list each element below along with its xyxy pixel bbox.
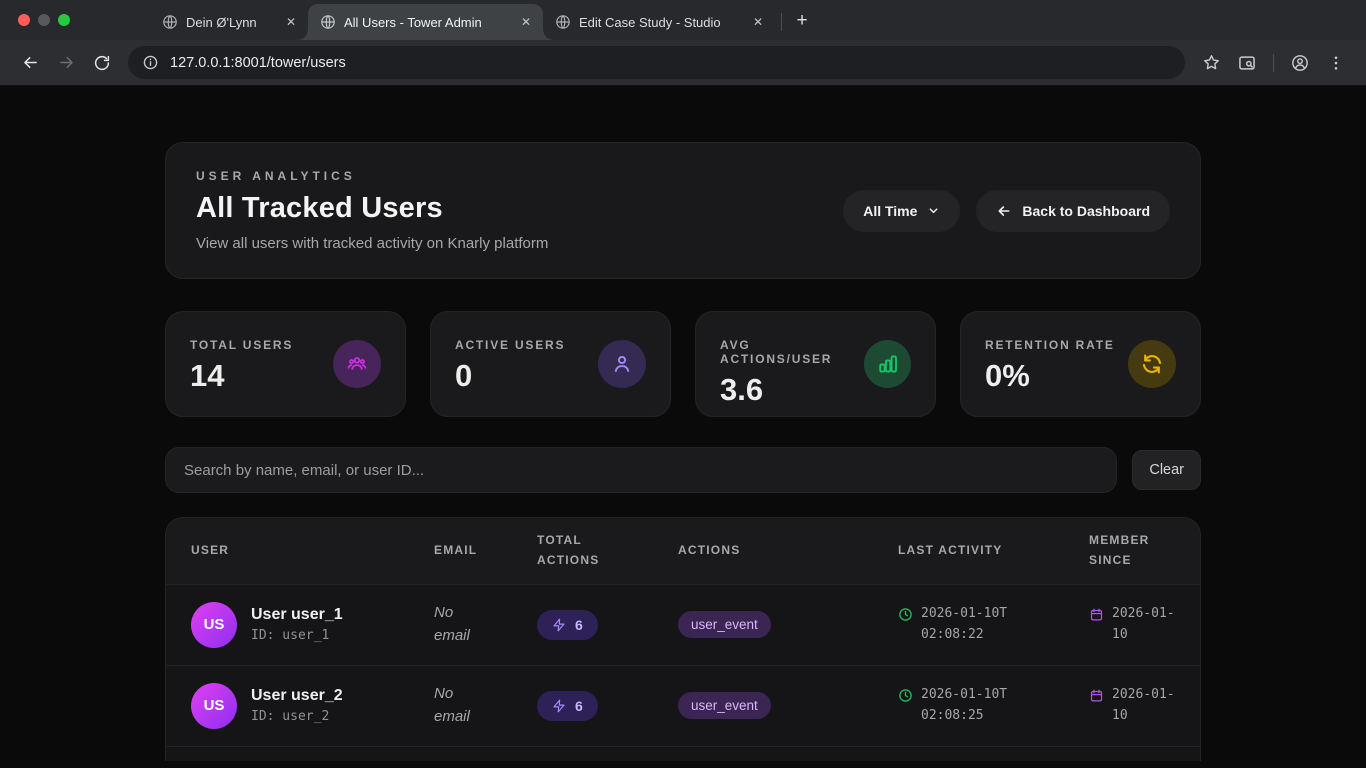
stat-label: RETENTION RATE: [985, 338, 1115, 352]
action-type-badge: user_event: [678, 611, 771, 639]
bar-chart-icon: [864, 340, 911, 388]
column-header-actions: ACTIONS: [678, 542, 741, 557]
column-header-user: USER: [191, 542, 230, 557]
tab-divider: [781, 13, 782, 31]
stat-value: 0%: [985, 358, 1030, 393]
page-subtitle: View all users with tracked activity on …: [196, 235, 549, 252]
site-info-icon[interactable]: [142, 54, 159, 71]
back-to-dashboard-button[interactable]: Back to Dashboard: [976, 189, 1170, 232]
table-row[interactable]: US User user_1 ID: user_1 No email 6: [166, 583, 1200, 665]
user-id: ID: user_1: [251, 628, 330, 644]
stat-label: ACTIVE USERS: [455, 338, 566, 352]
users-table: USER EMAIL TOTAL ACTIONS ACTIONS LAST AC…: [165, 517, 1201, 761]
stat-card-retention: RETENTION RATE 0%: [960, 311, 1201, 417]
menu-kebab-icon[interactable]: [1320, 47, 1352, 79]
back-to-dashboard-label: Back to Dashboard: [1022, 202, 1150, 219]
member-since-value: 2026-01-10: [1112, 605, 1175, 642]
url-bar[interactable]: 127.0.0.1:8001/tower/users: [128, 46, 1185, 79]
tab-close-icon[interactable]: ✕: [285, 15, 297, 29]
globe-favicon-icon: [555, 14, 571, 30]
stat-value: 3.6: [720, 372, 764, 407]
refresh-icon: [1128, 340, 1176, 388]
minimize-window-button[interactable]: [38, 14, 50, 26]
page-content: USER ANALYTICS All Tracked Users View al…: [0, 86, 1366, 768]
clear-search-button[interactable]: Clear: [1132, 450, 1201, 490]
lightning-bolt-icon: [552, 699, 566, 713]
user-icon: [598, 340, 646, 388]
browser-tab-2-active[interactable]: All Users - Tower Admin ✕: [298, 4, 553, 40]
calendar-icon: [1090, 608, 1103, 621]
search-side-panel-icon[interactable]: [1231, 47, 1263, 79]
bookmark-star-icon[interactable]: [1195, 47, 1227, 79]
tab-close-icon[interactable]: ✕: [520, 15, 532, 29]
page-header-card: USER ANALYTICS All Tracked Users View al…: [165, 142, 1201, 279]
browser-toolbar: 127.0.0.1:8001/tower/users: [0, 40, 1366, 86]
users-group-icon: [333, 340, 381, 388]
stat-label: AVG ACTIONS/USER: [720, 338, 833, 366]
stat-label: TOTAL USERS: [190, 338, 294, 352]
user-id: ID: user_2: [251, 709, 330, 725]
column-header-last-activity: LAST ACTIVITY: [898, 542, 1003, 557]
traffic-lights: [18, 14, 70, 26]
total-actions-badge: 6: [537, 609, 598, 640]
stat-card-avg-actions: AVG ACTIONS/USER 3.6: [695, 311, 936, 417]
tab-close-icon[interactable]: ✕: [752, 15, 764, 29]
page-title: All Tracked Users: [196, 192, 443, 224]
clock-icon: [899, 608, 912, 621]
browser-tab-3[interactable]: Edit Case Study - Studio ✕: [543, 4, 775, 40]
table-header-row: USER EMAIL TOTAL ACTIONS ACTIONS LAST AC…: [166, 518, 1200, 584]
column-header-total-actions: TOTAL ACTIONS: [537, 533, 600, 567]
time-filter-select[interactable]: All Time: [843, 189, 961, 232]
stats-row: TOTAL USERS 14 ACTIVE USERS 0 AVG ACTI: [165, 311, 1201, 417]
email-value: No email: [434, 604, 470, 644]
member-since-value: 2026-01-10: [1112, 686, 1175, 723]
calendar-icon: [1090, 689, 1103, 702]
new-tab-button[interactable]: +: [796, 10, 808, 31]
stat-card-total-users: TOTAL USERS 14: [165, 311, 406, 417]
profile-icon[interactable]: [1284, 47, 1316, 79]
action-type-badge: user_event: [678, 692, 771, 720]
avatar: US: [191, 601, 237, 648]
browser-tab-strip: Dein Ø'Lynn ✕ All Users - Tower Admin ✕ …: [0, 0, 1366, 40]
clock-icon: [899, 689, 912, 702]
stat-value: 14: [190, 358, 225, 393]
user-name: User user_2: [251, 687, 343, 705]
arrow-left-icon: [996, 203, 1012, 219]
globe-favicon-icon: [320, 14, 336, 30]
column-header-member-since: MEMBER SINCE: [1089, 533, 1150, 567]
column-header-email: EMAIL: [434, 542, 478, 557]
browser-tab-1[interactable]: Dein Ø'Lynn ✕: [150, 4, 308, 40]
last-activity-value: 2026-01-10T02:08:22: [921, 605, 1008, 642]
chevron-down-icon: [927, 204, 940, 217]
stat-value: 0: [455, 358, 473, 393]
tab-title: All Users - Tower Admin: [344, 14, 482, 30]
search-row: Clear: [165, 447, 1201, 493]
table-row-partial: [166, 745, 1200, 761]
user-name: User user_1: [251, 606, 343, 624]
tab-title: Dein Ø'Lynn: [186, 14, 257, 30]
time-filter-value: All Time: [863, 202, 918, 219]
toolbar-divider: [1273, 53, 1274, 72]
search-input[interactable]: [165, 447, 1118, 493]
total-actions-count: 6: [575, 616, 583, 633]
forward-icon[interactable]: [50, 47, 82, 79]
back-icon[interactable]: [14, 47, 46, 79]
last-activity-value: 2026-01-10T02:08:25: [921, 686, 1008, 723]
close-window-button[interactable]: [18, 14, 30, 26]
eyebrow-label: USER ANALYTICS: [196, 169, 356, 183]
avatar: US: [191, 682, 237, 729]
email-value: No email: [434, 685, 470, 725]
maximize-window-button[interactable]: [58, 14, 70, 26]
tab-title: Edit Case Study - Studio: [579, 14, 721, 30]
globe-favicon-icon: [162, 14, 178, 30]
stat-card-active-users: ACTIVE USERS 0: [430, 311, 671, 417]
total-actions-count: 6: [575, 697, 583, 714]
total-actions-badge: 6: [537, 690, 598, 721]
reload-icon[interactable]: [86, 47, 118, 79]
table-row[interactable]: US User user_2 ID: user_2 No email 6: [166, 664, 1200, 746]
lightning-bolt-icon: [552, 618, 566, 632]
url-text[interactable]: 127.0.0.1:8001/tower/users: [170, 54, 346, 71]
